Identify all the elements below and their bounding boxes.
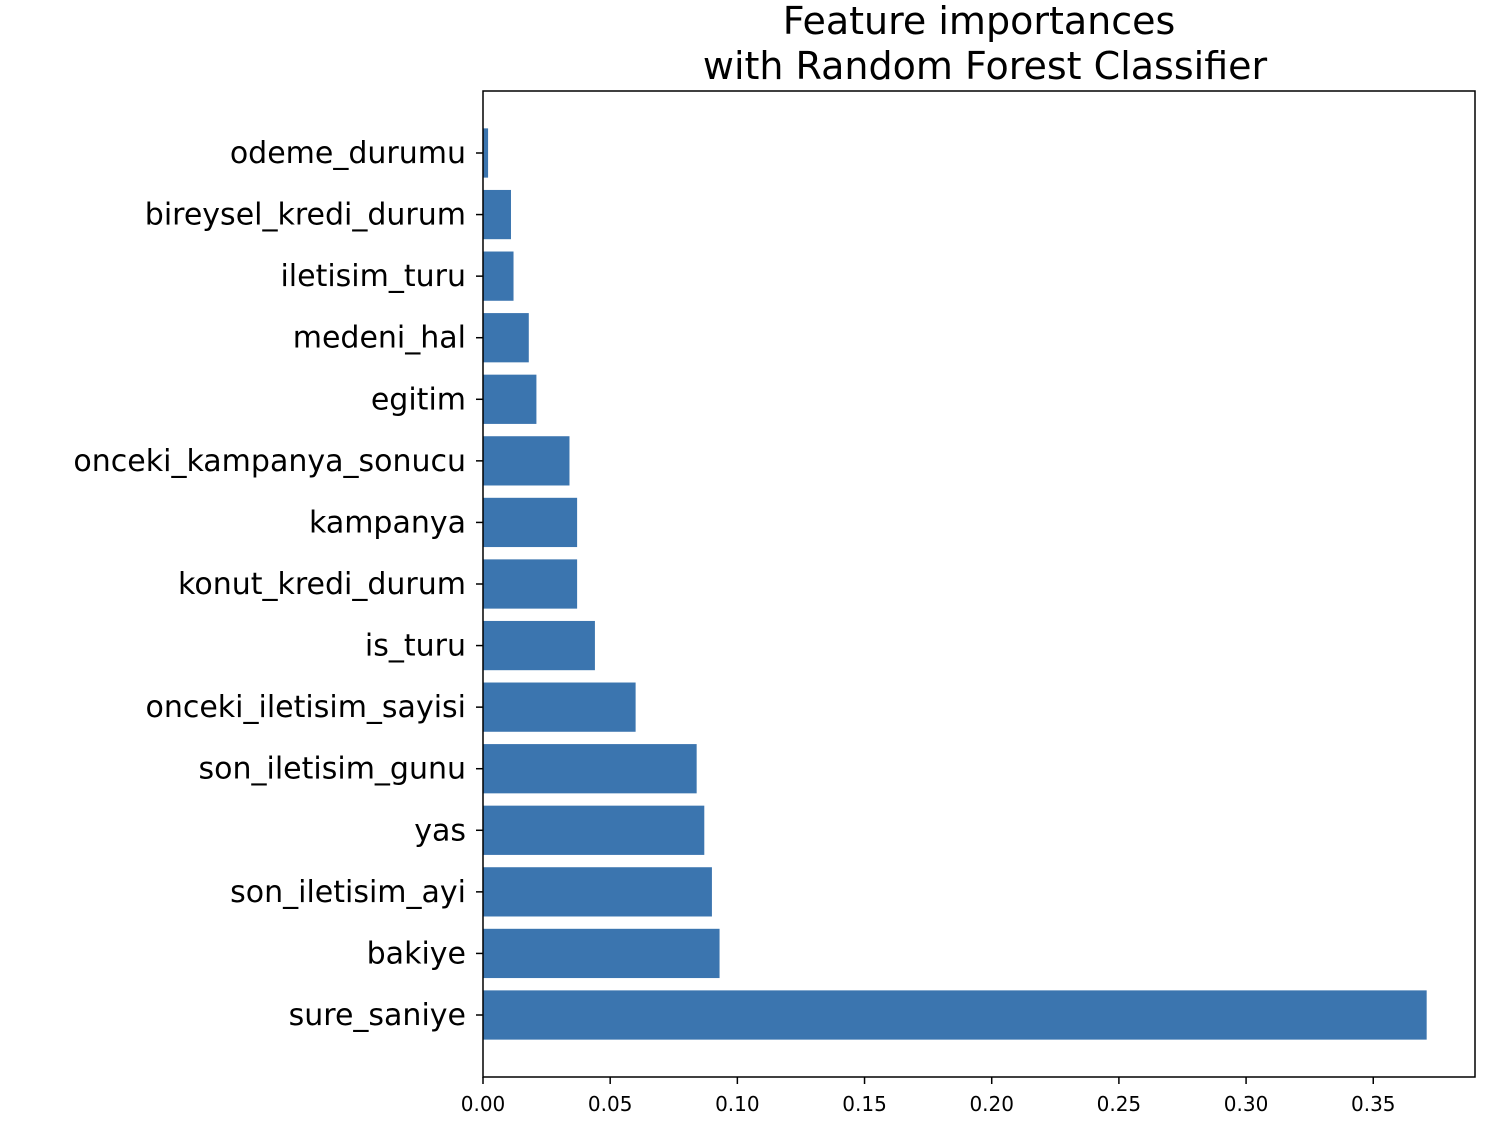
bar-odeme-durumu (483, 128, 489, 178)
y-tick-label: odeme_durumu (230, 136, 466, 171)
y-tick-label: iletisim_turu (280, 259, 466, 294)
bar-kampanya (483, 497, 578, 548)
y-tick-label: sure_saniye (289, 998, 466, 1033)
bar-yas (483, 805, 705, 855)
bar-iletisim-turu (483, 251, 514, 301)
y-axis-ticks: sure_saniye bakiye son_iletisim_ayi yas son_… (73, 136, 483, 1033)
plot-frame (482, 90, 1476, 1078)
bar-bireysel-kredi-durum (483, 189, 511, 240)
x-tick-label: 0.20 (969, 1092, 1014, 1116)
y-tick-label: son_iletisim_gunu (199, 752, 467, 787)
bar-medeni-hal (483, 313, 529, 363)
y-tick-label: bakiye (367, 936, 466, 971)
x-tick-label: 0.05 (588, 1092, 633, 1116)
bar-onceki-iletisim-sayisi (483, 682, 636, 732)
y-tick-label: yas (414, 813, 466, 848)
y-tick-label: bireysel_kredi_durum (145, 198, 466, 233)
chart-title-line-2: with Random Forest Classifier (703, 44, 1268, 88)
y-tick-label: konut_kredi_durum (178, 567, 466, 602)
bar-egitim (483, 374, 537, 424)
y-tick-label: onceki_kampanya_sonucu (73, 444, 466, 479)
x-tick-label: 0.10 (715, 1092, 760, 1116)
y-tick-label: onceki_iletisim_sayisi (145, 690, 466, 725)
bar-son-iletisim-ayi (483, 867, 712, 917)
y-tick-label: is_turu (365, 629, 466, 664)
bar-konut-kredi-durum (483, 559, 578, 609)
bars-group (483, 128, 1427, 1040)
x-tick-label: 0.30 (1224, 1092, 1269, 1116)
bar-sure-saniye (483, 990, 1427, 1040)
chart-title-line-1: Feature importances (783, 0, 1176, 43)
bar-bakiye (483, 928, 720, 979)
y-tick-label: egitim (371, 382, 466, 417)
x-tick-label: 0.25 (1097, 1092, 1142, 1116)
bar-son-iletisim-gunu (483, 744, 697, 794)
x-axis-ticks: 0.00 0.05 0.10 0.15 0.20 0.25 0.30 0.35 (461, 1077, 1396, 1116)
x-tick-label: 0.15 (842, 1092, 887, 1116)
y-tick-label: son_iletisim_ayi (230, 875, 466, 910)
x-tick-label: 0.35 (1351, 1092, 1396, 1116)
y-tick-label: kampanya (309, 505, 466, 540)
bar-onceki-kampanya-sonucu (483, 436, 570, 486)
y-tick-label: medeni_hal (293, 321, 466, 356)
x-tick-label: 0.00 (461, 1092, 506, 1116)
bar-is-turu (483, 620, 595, 671)
